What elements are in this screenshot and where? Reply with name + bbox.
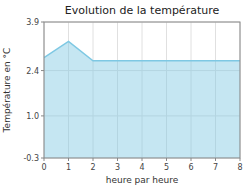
y-tick-label: 3.9 [26, 18, 39, 27]
chart-container: 0 1 2 3 4 5 6 7 8 -0.3 1.0 2.4 3.9 Evolution de la te… [0, 0, 250, 188]
y-tick-label: -0.3 [23, 154, 39, 163]
grid [44, 22, 240, 158]
x-tick-label: 8 [237, 163, 242, 172]
x-tick-label: 0 [41, 163, 46, 172]
x-tick-label: 3 [115, 163, 120, 172]
x-tick-label: 1 [66, 163, 71, 172]
title: Evolution de la température [65, 4, 220, 17]
plot-frame [44, 22, 240, 158]
axes: 0 1 2 3 4 5 6 7 8 -0.3 1.0 2.4 3.9 [23, 18, 242, 172]
x-tick-label: 2 [90, 163, 95, 172]
x-tick-label: 4 [139, 163, 144, 172]
x-tick-label: 7 [213, 163, 218, 172]
x-axis-label: heure par heure [106, 175, 179, 185]
plot-background [44, 22, 240, 158]
x-tick-label: 5 [164, 163, 169, 172]
y-tick-label: 1.0 [26, 112, 39, 121]
line [44, 41, 240, 60]
area [44, 41, 240, 158]
chart: 0 1 2 3 4 5 6 7 8 -0.3 1.0 2.4 3.9 Evolution de la te… [0, 0, 250, 188]
y-tick-label: 2.4 [26, 67, 39, 76]
data [44, 41, 240, 158]
x-tick-label: 6 [188, 163, 193, 172]
y-axis-label: Température en °C [2, 48, 12, 134]
